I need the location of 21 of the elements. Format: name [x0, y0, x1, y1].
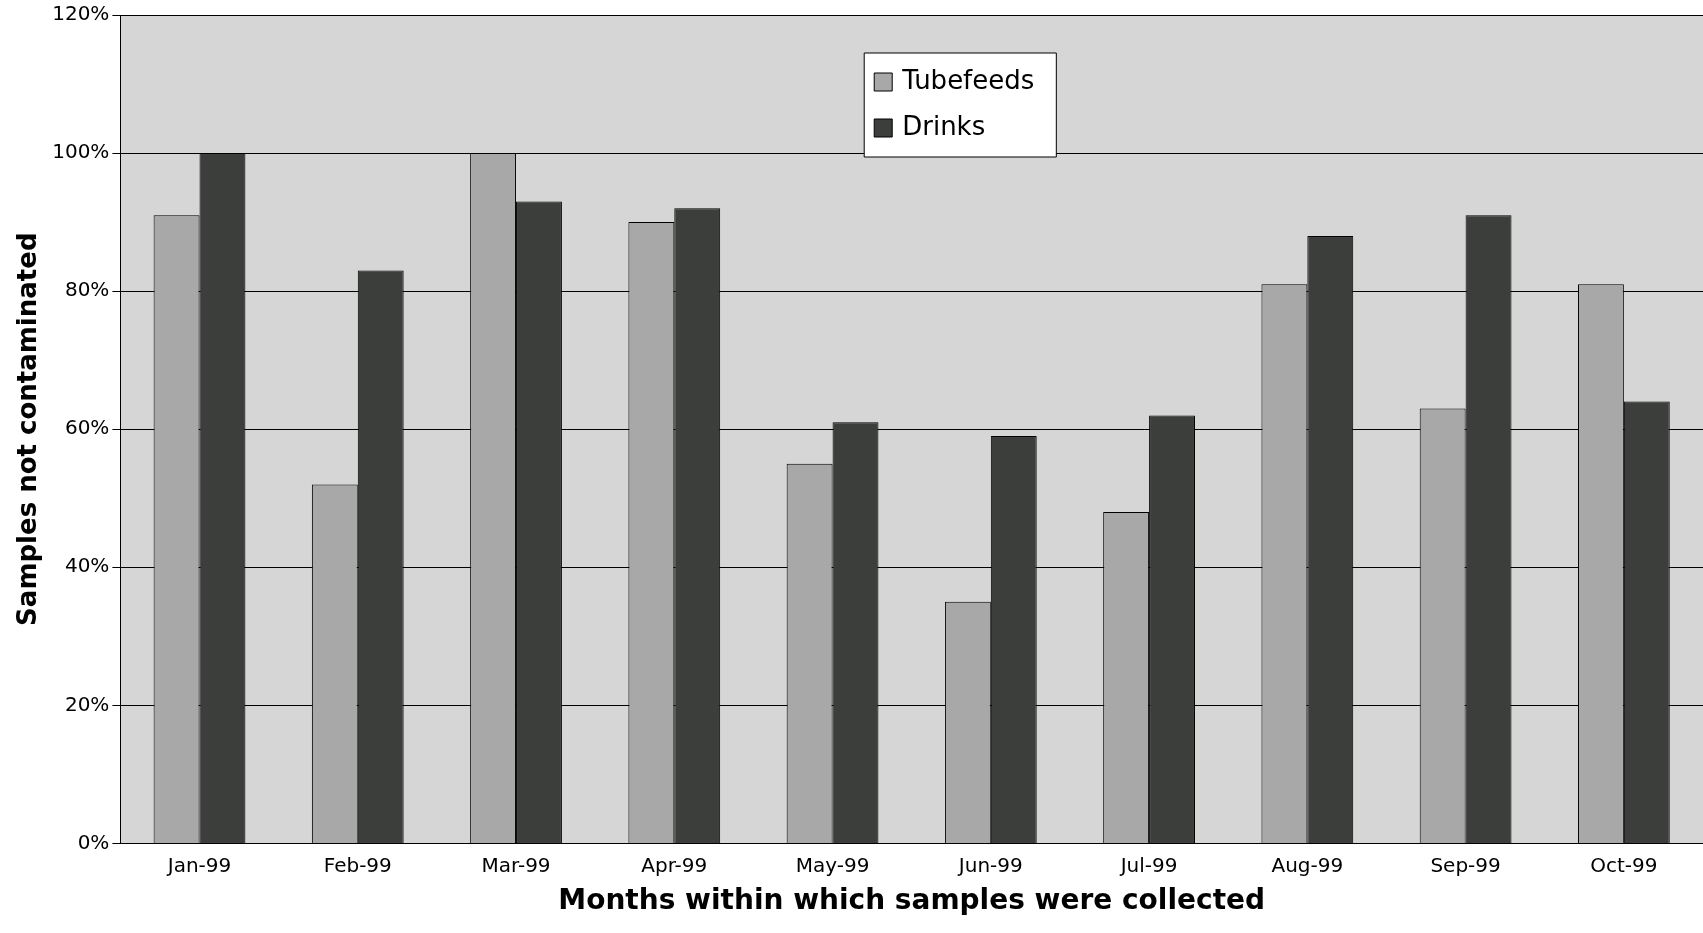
x-tick-label: Mar-99: [481, 852, 551, 877]
x-axis-title: Months within which samples were collected: [558, 883, 1266, 917]
x-tick-label: Feb-99: [323, 852, 392, 877]
legend-label: Drinks: [902, 110, 986, 141]
x-tick-label: Aug-99: [1271, 852, 1344, 877]
x-tick-label: Jan-99: [165, 852, 232, 877]
y-tick-label: 60%: [64, 415, 110, 440]
x-tick-label: Oct-99: [1590, 852, 1658, 877]
legend-label: Tubefeeds: [901, 64, 1035, 95]
y-tick-label: 120%: [52, 1, 110, 26]
y-tick-label: 0%: [77, 829, 110, 854]
y-tick-label: 80%: [64, 277, 110, 302]
y-tick-label: 100%: [52, 139, 110, 164]
x-tick-label: Apr-99: [641, 852, 708, 877]
y-axis-title: Samples not contaminated: [12, 232, 43, 626]
x-tick-label: Jun-99: [956, 852, 1023, 877]
x-tick-label: Sep-99: [1430, 852, 1501, 877]
y-tick-label: 40%: [64, 553, 110, 578]
x-tick-label: Jul-99: [1118, 852, 1178, 877]
x-tick-label: May-99: [795, 852, 870, 877]
y-tick-label: 20%: [64, 691, 110, 716]
